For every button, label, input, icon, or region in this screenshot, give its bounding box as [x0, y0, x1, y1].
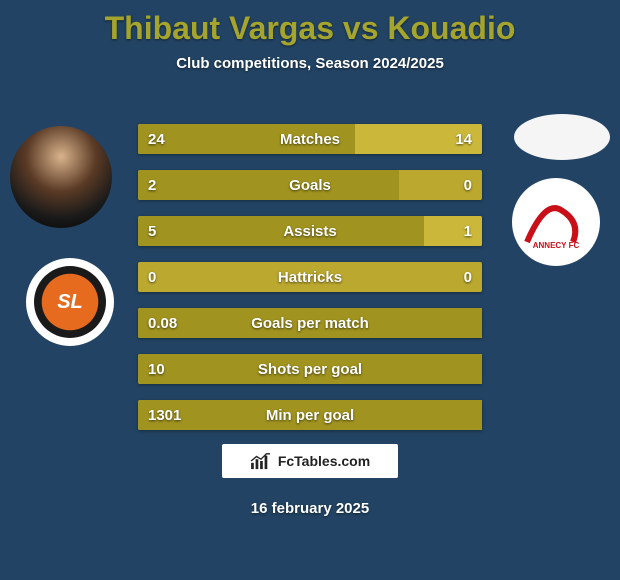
stat-value-left: 2 [148, 170, 156, 200]
stat-value-left: 0 [148, 262, 156, 292]
stat-row: 00Hattricks [138, 262, 482, 292]
stat-value-left: 1301 [148, 400, 181, 430]
bar-left-fill [138, 216, 424, 246]
bar-left-fill [138, 400, 482, 430]
date-label: 16 february 2025 [0, 500, 620, 517]
stat-value-left: 10 [148, 354, 165, 384]
stat-row: 51Assists [138, 216, 482, 246]
annecy-logo-icon: ANNECY FC [521, 192, 591, 252]
svg-text:ANNECY FC: ANNECY FC [533, 241, 580, 250]
bar-left-fill [138, 354, 482, 384]
stat-value-left: 24 [148, 124, 165, 154]
player-right-club-badge: ANNECY FC [512, 178, 600, 266]
watermark: FcTables.com [222, 444, 398, 478]
player-left-avatar [10, 126, 112, 228]
watermark-text: FcTables.com [278, 453, 370, 469]
bar-background [138, 262, 482, 292]
stat-row: 1301Min per goal [138, 400, 482, 430]
bar-right-fill [424, 216, 482, 246]
player-left-club-badge: SL [26, 258, 114, 346]
bar-left-fill [138, 308, 482, 338]
player-right-avatar [514, 114, 610, 160]
stat-value-right: 0 [464, 262, 472, 292]
page-title: Thibaut Vargas vs Kouadio [0, 0, 620, 47]
stat-value-right: 1 [464, 216, 472, 246]
stat-value-left: 0.08 [148, 308, 177, 338]
stats-container: 2414Matches20Goals51Assists00Hattricks0.… [138, 124, 482, 446]
stat-value-left: 5 [148, 216, 156, 246]
stat-value-right: 14 [455, 124, 472, 154]
bar-left-fill [138, 124, 355, 154]
bar-left-fill [138, 170, 399, 200]
club-badge-left-text: SL [34, 266, 106, 338]
chart-icon [250, 452, 272, 470]
stat-row: 10Shots per goal [138, 354, 482, 384]
stat-value-right: 0 [464, 170, 472, 200]
stat-row: 20Goals [138, 170, 482, 200]
stat-row: 2414Matches [138, 124, 482, 154]
stat-row: 0.08Goals per match [138, 308, 482, 338]
subtitle: Club competitions, Season 2024/2025 [0, 55, 620, 72]
